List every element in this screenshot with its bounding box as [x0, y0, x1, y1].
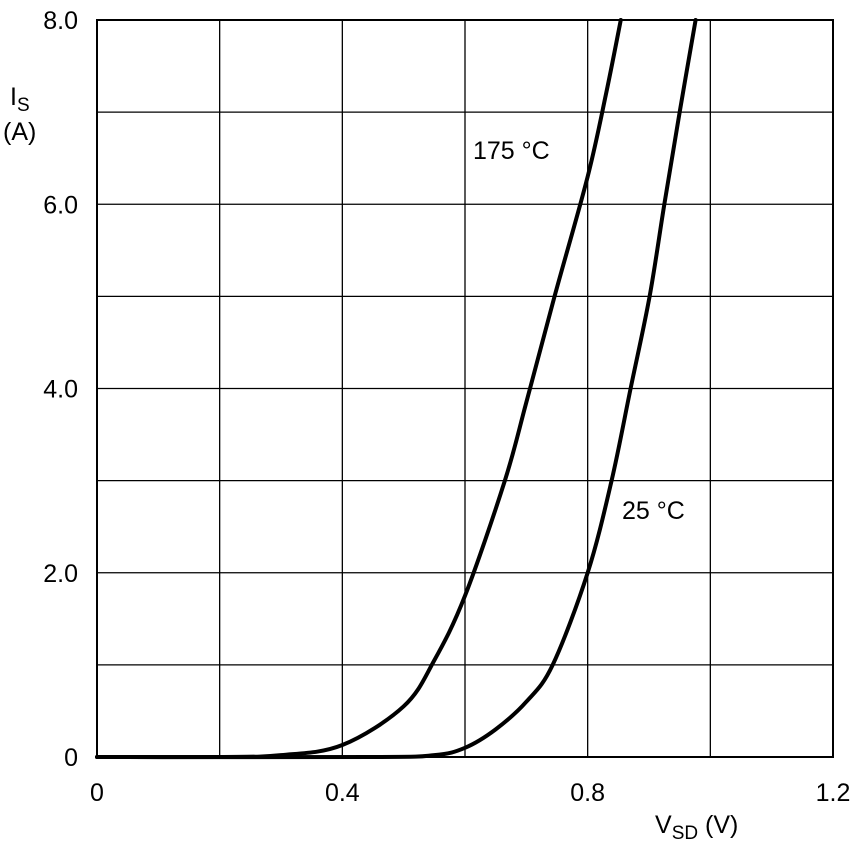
y-tick-label: 2.0: [43, 560, 78, 588]
series-label-175c: 175 °C: [473, 137, 550, 165]
plot-frame: [96, 19, 834, 758]
y-tick-label: 6.0: [43, 191, 78, 219]
x-tick-label: 0.4: [325, 779, 360, 807]
grid: [96, 19, 834, 758]
tick-labels: 0 0.4 0.8 1.2 0 2.0 4.0 6.0 8.0: [43, 7, 850, 807]
y-tick-label: 8.0: [43, 7, 78, 35]
y-tick-label: 4.0: [43, 376, 78, 404]
x-axis-label: VSD (V): [655, 811, 738, 844]
x-tick-label: 1.2: [816, 779, 851, 807]
x-tick-label: 0.8: [570, 779, 605, 807]
curves: [95, 18, 698, 760]
y-tick-label: 0: [64, 744, 78, 772]
series-label-25c: 25 °C: [622, 497, 685, 525]
y-axis-label: IS: [10, 83, 30, 116]
y-axis-unit: (A): [3, 118, 36, 146]
x-tick-label: 0: [90, 779, 104, 807]
series-line-1: [95, 18, 698, 760]
